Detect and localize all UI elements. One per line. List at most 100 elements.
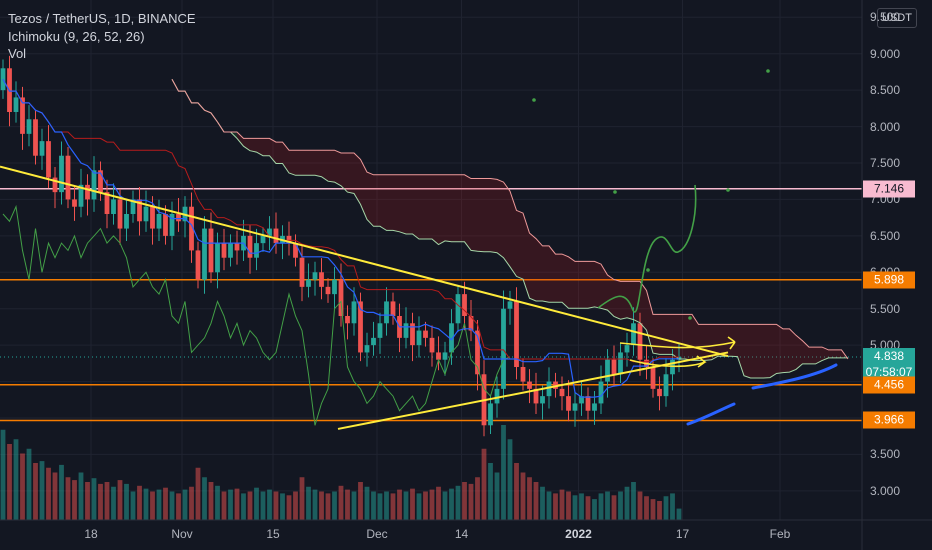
candle-body[interactable] <box>410 323 415 346</box>
candle-body[interactable] <box>98 170 103 193</box>
candle-body[interactable] <box>572 403 578 411</box>
candle-body[interactable] <box>605 359 610 382</box>
candle-body[interactable] <box>143 206 149 222</box>
candle-body[interactable] <box>78 184 84 207</box>
candle-body[interactable] <box>221 243 227 258</box>
drawing-curve[interactable] <box>597 184 697 313</box>
candle-body[interactable] <box>91 170 97 200</box>
candle-body[interactable] <box>325 286 331 295</box>
candle-body[interactable] <box>52 177 58 193</box>
candle-body[interactable] <box>117 199 123 229</box>
candle-body[interactable] <box>611 359 617 375</box>
user-drawings[interactable] <box>532 69 838 426</box>
candle-body[interactable] <box>176 214 181 222</box>
candle-body[interactable] <box>371 337 376 346</box>
candle-body[interactable] <box>540 396 545 404</box>
candle-body[interactable] <box>488 403 493 426</box>
candle-body[interactable] <box>150 206 155 229</box>
currency-button[interactable]: USDT <box>877 8 917 28</box>
candle-body[interactable] <box>436 352 441 360</box>
projection-arrow-lower[interactable] <box>629 355 707 368</box>
ichimoku-legend[interactable]: Ichimoku (9, 26, 52, 26) <box>8 28 145 44</box>
candle-body[interactable] <box>299 257 305 287</box>
candle-body[interactable] <box>130 199 136 214</box>
candle-body[interactable] <box>637 323 643 360</box>
candle-body[interactable] <box>559 388 565 397</box>
candle-body[interactable] <box>579 396 584 404</box>
candle-body[interactable] <box>585 396 591 411</box>
candle-body[interactable] <box>247 235 253 258</box>
volume-legend[interactable]: Vol <box>8 46 27 61</box>
trendline-0[interactable] <box>0 165 729 358</box>
candle-body[interactable] <box>429 337 435 353</box>
candle-body[interactable] <box>624 345 630 353</box>
candle-body[interactable] <box>546 381 552 397</box>
projection-arrow[interactable] <box>619 336 736 350</box>
candle-body[interactable] <box>312 272 318 280</box>
candle-body[interactable] <box>631 323 636 346</box>
candle-body[interactable] <box>26 119 32 134</box>
candle-body[interactable] <box>169 214 175 236</box>
candle-body[interactable] <box>423 330 428 338</box>
drawing-stroke-1[interactable] <box>686 402 736 426</box>
candle-body[interactable] <box>403 323 409 338</box>
candle-body[interactable] <box>85 184 90 200</box>
candle-body[interactable] <box>507 301 513 309</box>
candle-body[interactable] <box>306 279 311 287</box>
candle-body[interactable] <box>234 243 240 251</box>
symbol-title[interactable]: Tezos / TetherUS, 1D, BINANCE <box>8 11 196 26</box>
candle-body[interactable] <box>455 294 461 324</box>
candle-body[interactable] <box>598 381 604 404</box>
candle-body[interactable] <box>592 403 597 411</box>
candle-body[interactable] <box>364 345 370 353</box>
candle-body[interactable] <box>338 279 344 316</box>
candle-body[interactable] <box>377 323 383 338</box>
candle-body[interactable] <box>189 206 194 251</box>
candle-body[interactable] <box>39 141 45 156</box>
candle-body[interactable] <box>442 352 448 360</box>
candle-body[interactable] <box>33 119 38 156</box>
candle-body[interactable] <box>514 301 519 367</box>
candle-body[interactable] <box>72 199 77 207</box>
candle-body[interactable] <box>273 228 279 244</box>
candle-body[interactable] <box>566 396 571 411</box>
candle-body[interactable] <box>332 279 337 295</box>
trendlines[interactable] <box>0 165 736 430</box>
candle-body[interactable] <box>260 235 266 244</box>
candle-body[interactable] <box>351 301 357 324</box>
candle-body[interactable] <box>104 192 110 214</box>
candle-body[interactable] <box>527 381 532 389</box>
candle-body[interactable] <box>468 316 474 331</box>
candlesticks[interactable] <box>0 55 682 437</box>
candle-body[interactable] <box>358 301 363 353</box>
candle-body[interactable] <box>163 214 168 236</box>
candle-body[interactable] <box>494 388 500 404</box>
candle-body[interactable] <box>663 374 669 397</box>
candle-body[interactable] <box>208 228 214 273</box>
candle-body[interactable] <box>254 243 259 258</box>
candle-body[interactable] <box>384 301 389 324</box>
candle-body[interactable] <box>390 301 396 316</box>
candle-body[interactable] <box>65 155 71 200</box>
candle-body[interactable] <box>46 141 51 178</box>
candle-body[interactable] <box>650 367 656 389</box>
candle-body[interactable] <box>553 381 558 389</box>
candle-body[interactable] <box>202 228 207 280</box>
trendline-1[interactable] <box>337 351 729 430</box>
drawing-stroke-2[interactable] <box>751 363 838 390</box>
candle-body[interactable] <box>416 330 422 346</box>
candle-body[interactable] <box>267 228 272 236</box>
candle-body[interactable] <box>20 97 25 134</box>
candle-body[interactable] <box>111 199 116 214</box>
candle-body[interactable] <box>520 367 526 382</box>
candle-body[interactable] <box>618 352 623 375</box>
candle-body[interactable] <box>59 155 64 193</box>
candle-body[interactable] <box>449 323 454 353</box>
candle-body[interactable] <box>215 243 220 273</box>
candle-body[interactable] <box>345 316 350 324</box>
candle-body[interactable] <box>657 388 662 397</box>
candle-body[interactable] <box>475 330 480 375</box>
candle-body[interactable] <box>319 272 324 287</box>
candle-body[interactable] <box>533 388 539 404</box>
